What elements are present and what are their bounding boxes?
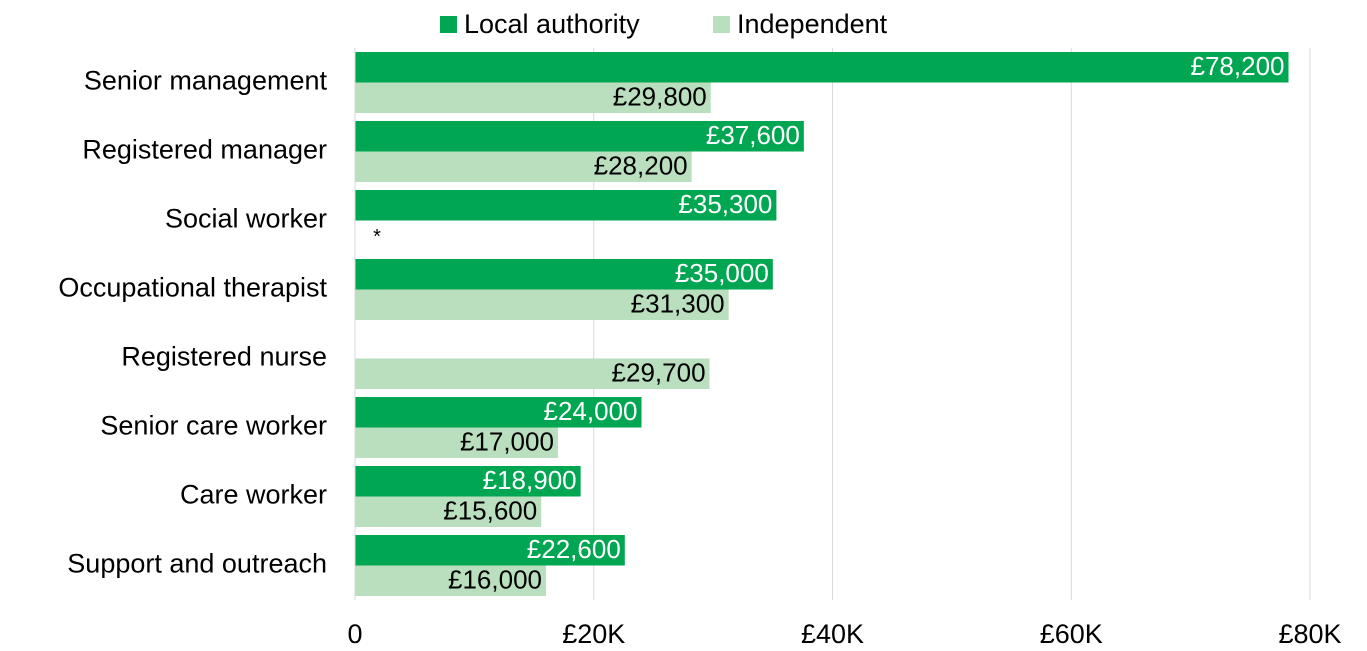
value-label: £22,600 (527, 534, 621, 564)
category-label: Occupational therapist (58, 273, 327, 303)
x-tick-label: £40K (801, 619, 864, 649)
x-tick-label: £80K (1278, 619, 1341, 649)
bar (355, 289, 729, 320)
value-label: £28,200 (594, 151, 688, 181)
category-label: Senior management (84, 66, 328, 96)
value-label: £18,900 (483, 465, 577, 495)
bar (355, 52, 1289, 83)
x-tick-label: £20K (562, 619, 625, 649)
bar (355, 82, 711, 113)
x-tick-label: £60K (1040, 619, 1103, 649)
category-label: Social worker (165, 204, 327, 234)
legend-swatch (440, 16, 457, 33)
bar (355, 535, 625, 566)
value-label: £29,700 (612, 358, 706, 388)
bar (355, 397, 642, 428)
value-label: £37,600 (706, 120, 800, 150)
category-label: Care worker (180, 480, 327, 510)
value-label: £78,200 (1191, 51, 1285, 81)
value-label: £35,300 (678, 189, 772, 219)
bar (355, 259, 773, 290)
category-label: Support and outreach (67, 549, 327, 579)
bar (355, 151, 692, 182)
category-label: Registered nurse (121, 342, 327, 372)
value-label: £31,300 (631, 289, 725, 319)
value-label: £24,000 (544, 396, 638, 426)
bar (355, 466, 581, 497)
category-label: Registered manager (82, 135, 327, 165)
value-label: £29,800 (613, 82, 707, 112)
category-label: Senior care worker (100, 411, 327, 441)
value-label: £15,600 (443, 496, 537, 526)
bar (355, 496, 542, 527)
bar (355, 565, 546, 596)
value-label: * (373, 226, 381, 248)
legend-label: Independent (737, 9, 888, 39)
bar (355, 427, 558, 458)
legend-label: Local authority (464, 9, 640, 39)
legend-swatch (713, 16, 730, 33)
bar (355, 190, 777, 221)
x-tick-label: 0 (347, 619, 362, 649)
value-label: £17,000 (460, 427, 554, 457)
value-label: £16,000 (448, 565, 542, 595)
value-label: £35,000 (675, 258, 769, 288)
bar (355, 121, 804, 152)
bar (355, 358, 710, 389)
